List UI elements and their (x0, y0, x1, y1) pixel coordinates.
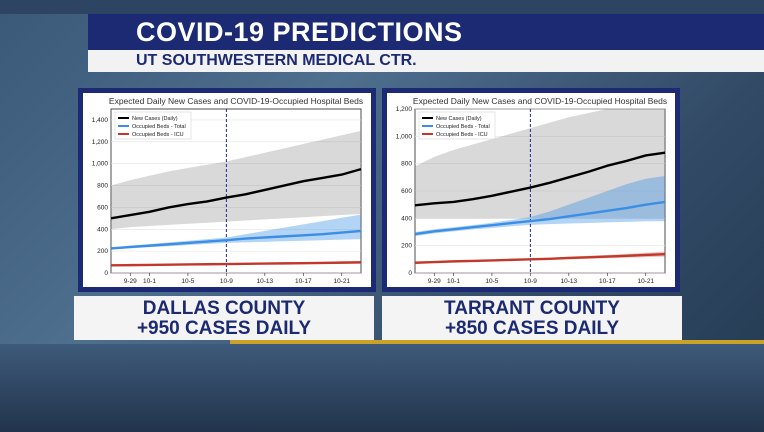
y-tick-label: 800 (97, 183, 108, 190)
y-tick-label: 200 (97, 248, 108, 255)
y-tick-label: 1,200 (396, 106, 413, 113)
page-title: COVID-19 PREDICTIONS (88, 14, 764, 50)
x-tick-label: 10-9 (220, 278, 233, 285)
legend-label: Occupied Beds - Total (132, 124, 186, 130)
x-tick-label: 9-29 (428, 278, 441, 285)
y-tick-label: 1,000 (396, 133, 413, 140)
chart-title: Expected Daily New Cases and COVID-19-Oc… (413, 96, 667, 106)
y-tick-label: 800 (401, 161, 412, 168)
caption-cases: +950 CASES DAILY (136, 318, 312, 339)
y-tick-label: 600 (401, 188, 412, 195)
series-line (414, 200, 666, 236)
x-tick-label: 10-1 (143, 278, 156, 285)
legend-label: Occupied Beds - Total (436, 124, 490, 130)
x-tick-label: 10-5 (181, 278, 194, 285)
dallas-chart-panel: Expected Daily New Cases and COVID-19-Oc… (78, 88, 376, 292)
caption-county: TARRANT COUNTY (444, 298, 620, 319)
x-tick-label: 10-13 (257, 278, 274, 285)
confidence-band (415, 109, 665, 219)
series-line (110, 229, 362, 250)
legend-label: New Cases (Daily) (132, 116, 178, 122)
caption-county: DALLAS COUNTY (142, 298, 306, 319)
x-tick-label: 10-21 (333, 278, 350, 285)
x-tick-label: 10-9 (524, 278, 537, 285)
legend-label: Occupied Beds - ICU (436, 132, 488, 138)
y-tick-label: 200 (401, 243, 412, 250)
dallas-caption: DALLAS COUNTY +950 CASES DAILY (74, 296, 374, 340)
x-tick-label: 10-21 (637, 278, 654, 285)
tarrant-chart-panel: Expected Daily New Cases and COVID-19-Oc… (382, 88, 680, 292)
x-tick-label: 10-5 (485, 278, 498, 285)
y-tick-label: 400 (97, 226, 108, 233)
y-tick-label: 1,000 (92, 161, 109, 168)
tarrant-chart: Expected Daily New Cases and COVID-19-Oc… (396, 96, 667, 285)
chart-plot-area: Expected Daily New Cases and COVID-19-Oc… (83, 93, 371, 287)
background-stripe (0, 0, 764, 14)
y-tick-label: 1,200 (92, 139, 109, 146)
x-tick-label: 9-29 (124, 278, 137, 285)
dallas-chart: Expected Daily New Cases and COVID-19-Oc… (92, 96, 363, 285)
confidence-band (111, 214, 361, 250)
legend-label: Occupied Beds - ICU (132, 132, 184, 138)
chart-title: Expected Daily New Cases and COVID-19-Oc… (109, 96, 363, 106)
confidence-band (111, 130, 361, 230)
confidence-band (415, 175, 665, 237)
y-tick-label: 600 (97, 204, 108, 211)
series-line (414, 151, 666, 207)
y-tick-label: 0 (104, 270, 108, 277)
y-tick-label: 0 (408, 270, 412, 277)
page-subtitle: UT SOUTHWESTERN MEDICAL CTR. (88, 50, 764, 72)
series-line (110, 261, 362, 267)
y-tick-label: 1,400 (92, 117, 109, 124)
series-line (110, 167, 362, 220)
tarrant-caption: TARRANT COUNTY +850 CASES DAILY (382, 296, 682, 340)
accent-bar (230, 340, 764, 344)
x-tick-label: 10-1 (447, 278, 460, 285)
chart-plot-area: Expected Daily New Cases and COVID-19-Oc… (387, 93, 675, 287)
background-stripe (0, 344, 764, 432)
x-tick-label: 10-17 (599, 278, 616, 285)
legend-label: New Cases (Daily) (436, 116, 482, 122)
x-tick-label: 10-17 (295, 278, 312, 285)
y-tick-label: 400 (401, 215, 412, 222)
series-line (414, 252, 666, 264)
caption-cases: +850 CASES DAILY (444, 318, 620, 339)
x-tick-label: 10-13 (561, 278, 578, 285)
